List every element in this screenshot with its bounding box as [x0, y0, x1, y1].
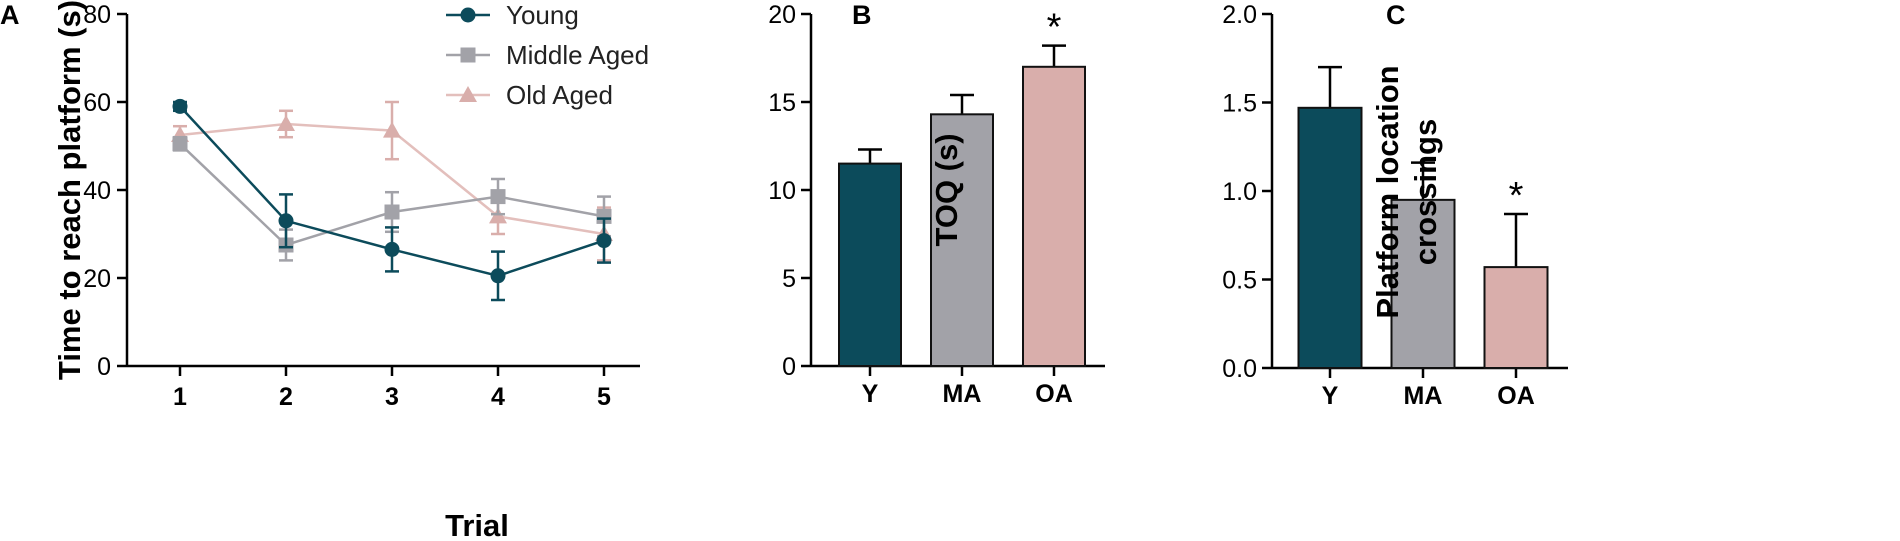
data-point-young	[596, 233, 612, 249]
y-tick-label: 10	[768, 177, 796, 205]
panel-label-b: B	[852, 0, 872, 30]
data-point-old	[383, 121, 401, 138]
data-point-old	[277, 115, 295, 131]
legend-label-old: Old Aged	[506, 80, 613, 110]
x-tick-label: 3	[385, 383, 399, 411]
y-tick-label: 15	[768, 89, 796, 117]
legend-label-middle: Middle Aged	[506, 40, 649, 70]
y-tick-label: 0.0	[1222, 355, 1257, 383]
y-tick-label: 1.5	[1222, 90, 1257, 118]
y-tick-label: 0	[782, 353, 796, 381]
bar-y	[1297, 106, 1363, 369]
panel-label-c: C	[1386, 0, 1406, 30]
panel-a-legend: Young Middle Aged Old Aged	[446, 0, 649, 110]
x-tick-label: 2	[279, 383, 293, 411]
panel-label-a: A	[0, 0, 20, 30]
panel-a-series	[171, 98, 613, 302]
panel-b-bars: *	[838, 7, 1086, 368]
data-point-young	[384, 241, 400, 257]
x-tick-label: OA	[1035, 380, 1073, 408]
data-point-young	[172, 98, 188, 114]
y-tick-label: 60	[83, 89, 111, 117]
y-tick-label: 80	[83, 1, 111, 29]
x-tick-label: MA	[1404, 382, 1443, 410]
x-tick-label: Y	[862, 380, 879, 408]
x-tick-label: MA	[943, 380, 982, 408]
data-point-middle	[384, 204, 400, 220]
x-tick-label: 5	[597, 383, 611, 411]
y-tick-label: 20	[768, 1, 796, 29]
x-tick-label: Y	[1322, 382, 1339, 410]
panel-a-x-axis-label: Trial	[445, 508, 509, 541]
legend-marker-middle	[460, 47, 476, 63]
data-point-middle	[596, 208, 612, 224]
data-point-young	[490, 268, 506, 284]
significance-marker: *	[1509, 175, 1524, 217]
x-tick-label: 4	[491, 383, 505, 411]
legend-marker-young	[460, 7, 476, 23]
data-point-young	[278, 213, 294, 229]
data-point-middle	[172, 136, 188, 152]
bar-oa	[1483, 266, 1549, 369]
y-tick-label: 2.0	[1222, 1, 1257, 29]
x-tick-label: OA	[1497, 382, 1535, 410]
y-tick-label: 40	[83, 177, 111, 205]
bar-ma	[930, 113, 994, 367]
legend-marker-old	[459, 86, 477, 102]
y-tick-label: 20	[83, 265, 111, 293]
bar-ma	[1390, 198, 1456, 369]
panel-c-axes: 0.0 0.5 1.0 1.5 2.0 Y MA OA	[1222, 1, 1568, 410]
panel-c-bars: *	[1297, 65, 1549, 369]
panel-b-y-axis-label: TOQ (s)	[929, 133, 964, 246]
y-tick-label: 0	[97, 353, 111, 381]
panel-a-y-axis-label: Time to reach platform (s)	[52, 0, 87, 380]
x-tick-label: 1	[173, 383, 187, 411]
y-tick-label: 0.5	[1222, 267, 1257, 295]
bar-y	[838, 162, 902, 367]
significance-marker: *	[1047, 7, 1062, 49]
y-tick-label: 1.0	[1222, 178, 1257, 206]
panel-c-y-axis-label-line-1: Platform location	[1370, 65, 1405, 318]
panel-a-axes: 0 20 40 60 80 1 2 3 4 5	[83, 1, 640, 411]
y-tick-label: 5	[782, 265, 796, 293]
bar-oa	[1022, 65, 1086, 368]
panel-c-y-axis-label-line-2: crossings	[1408, 119, 1443, 265]
data-point-middle	[490, 189, 506, 205]
legend-label-young: Young	[506, 0, 579, 30]
